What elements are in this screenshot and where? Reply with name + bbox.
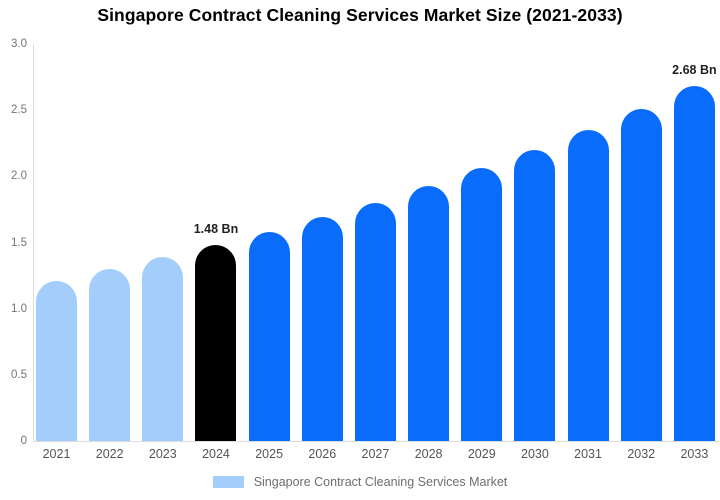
bar-2033 bbox=[673, 86, 715, 441]
x-axis-label-2021: 2021 bbox=[42, 447, 71, 461]
bar-2023 bbox=[142, 257, 184, 441]
bar-2024 bbox=[195, 245, 237, 441]
bar-column-2028: 2028 bbox=[408, 44, 450, 461]
bar-2030 bbox=[514, 149, 556, 441]
bar-column-2022: 2022 bbox=[89, 44, 131, 461]
y-tick-2.5: 2.5 bbox=[11, 104, 27, 117]
y-tick-2.0: 2.0 bbox=[11, 170, 27, 183]
x-axis-label-2024: 2024 bbox=[202, 447, 230, 461]
bar-2031 bbox=[567, 130, 609, 441]
y-tick-0.5: 0.5 bbox=[11, 368, 27, 381]
bar-column-2033: 2033 2.68 Bn bbox=[672, 44, 717, 461]
x-axis-label-2023: 2023 bbox=[148, 447, 177, 461]
y-tick-1.0: 1.0 bbox=[11, 302, 27, 315]
bar-2026 bbox=[301, 217, 343, 441]
plot-area: 2021 2022 2023 2024 1.48 Bn 2025 2026 2027 2028 2… bbox=[36, 44, 717, 461]
y-tick-1.5: 1.5 bbox=[11, 236, 27, 249]
bar-column-2026: 2026 bbox=[301, 44, 343, 461]
y-axis: 3.0 2.5 2.0 1.5 1.0 0.5 0 bbox=[0, 0, 27, 500]
x-axis-label-2028: 2028 bbox=[414, 447, 443, 461]
y-axis-line bbox=[33, 44, 34, 441]
y-tick-3.0: 3.0 bbox=[11, 38, 27, 50]
bar-column-2021: 2021 bbox=[36, 44, 77, 461]
bar-2032 bbox=[620, 108, 662, 441]
bar-column-2030: 2030 bbox=[514, 44, 556, 461]
legend-label: Singapore Contract Cleaning Services Mar… bbox=[253, 475, 508, 489]
x-axis-label-2027: 2027 bbox=[361, 447, 390, 461]
x-axis-label-2026: 2026 bbox=[308, 447, 337, 461]
legend-swatch-icon bbox=[212, 476, 244, 488]
bar-2029 bbox=[461, 168, 503, 441]
x-axis-line bbox=[33, 441, 719, 442]
x-axis-label-2025: 2025 bbox=[255, 447, 284, 461]
bar-column-2024: 2024 1.48 Bn bbox=[193, 44, 239, 461]
bar-column-2025: 2025 bbox=[248, 44, 290, 461]
bar-2025 bbox=[248, 231, 290, 441]
x-axis-label-2029: 2029 bbox=[467, 447, 496, 461]
bar-column-2023: 2023 bbox=[142, 44, 184, 461]
bar-2028 bbox=[408, 185, 450, 441]
data-label-2024: 1.48 Bn bbox=[193, 222, 239, 237]
x-axis-label-2032: 2032 bbox=[627, 447, 656, 461]
bar-column-2029: 2029 bbox=[461, 44, 503, 461]
data-label-2033: 2.68 Bn bbox=[672, 63, 717, 78]
bar-2022 bbox=[89, 269, 131, 441]
x-axis-label-2022: 2022 bbox=[95, 447, 124, 461]
chart-title: Singapore Contract Cleaning Services Mar… bbox=[97, 5, 623, 25]
bar-column-2032: 2032 bbox=[620, 44, 662, 461]
bar-column-2027: 2027 bbox=[354, 44, 396, 461]
bar-column-2031: 2031 bbox=[567, 44, 609, 461]
y-tick-0: 0 bbox=[20, 435, 27, 447]
x-axis-label-2030: 2030 bbox=[521, 447, 549, 461]
bar-2021 bbox=[36, 280, 77, 441]
x-axis-label-2033: 2033 bbox=[680, 447, 709, 461]
bar-2027 bbox=[354, 202, 396, 441]
x-axis-label-2031: 2031 bbox=[574, 447, 602, 461]
legend: Singapore Contract Cleaning Services Mar… bbox=[0, 475, 720, 489]
